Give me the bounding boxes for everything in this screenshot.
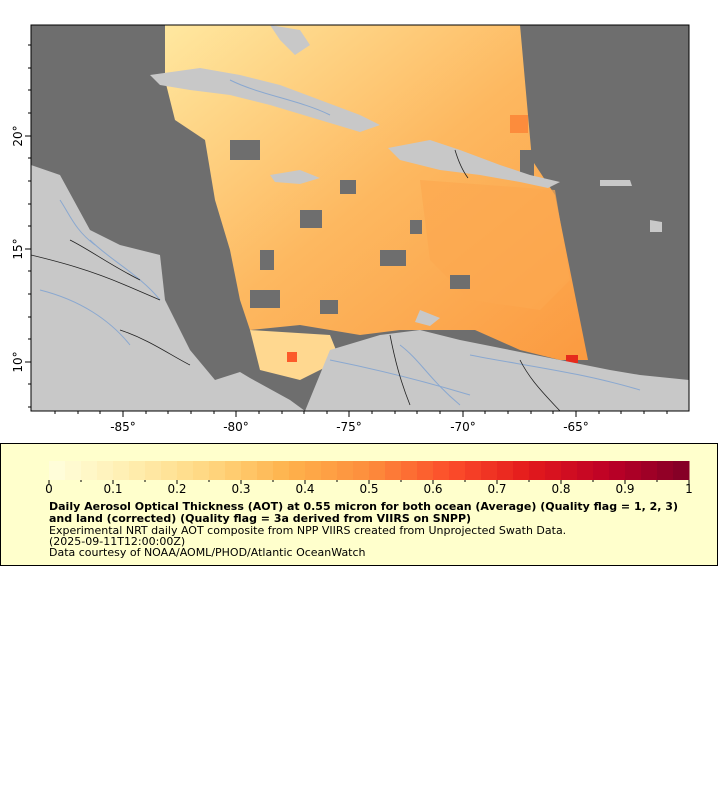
island-chain bbox=[650, 220, 662, 232]
colorbar-tick-label: 0.6 bbox=[423, 482, 442, 496]
colorbar-cell bbox=[609, 461, 626, 480]
colorbar-tick-label: 0.3 bbox=[231, 482, 250, 496]
aot-map: -85° -80° -75° -70° -65° 20° 15° 10° bbox=[11, 24, 690, 434]
lon-label-70: -70° bbox=[450, 420, 476, 434]
colorbar-cell bbox=[225, 461, 242, 480]
colorbar-cell bbox=[385, 461, 402, 480]
colorbar-cell bbox=[161, 461, 178, 480]
central-america bbox=[31, 165, 305, 411]
land-masses bbox=[31, 25, 689, 411]
cuba bbox=[150, 68, 380, 132]
rivers bbox=[39, 79, 641, 406]
colorbar-cell bbox=[417, 461, 434, 480]
legend-credit: Data courtesy of NOAA/AOML/PHOD/Atlantic… bbox=[49, 546, 366, 559]
colorbar-cell bbox=[641, 461, 658, 480]
colorbar: 0 0.1 0.2 0.3 0.4 0.5 0.6 0.7 0.8 0.9 1 bbox=[45, 461, 693, 496]
plot-frame bbox=[30, 24, 690, 412]
colorbar-tick-label: 0.1 bbox=[103, 482, 122, 496]
lat-label-20: 20° bbox=[11, 125, 25, 146]
legend-time: (2025-09-11T12:00:00Z) bbox=[49, 535, 186, 548]
colorbar-cell bbox=[337, 461, 354, 480]
lon-label-85: -85° bbox=[110, 420, 136, 434]
colorbar-cell bbox=[209, 461, 226, 480]
colorbar-cell bbox=[577, 461, 594, 480]
colorbar-cell bbox=[465, 461, 482, 480]
bahamas bbox=[270, 25, 310, 55]
hispaniola bbox=[388, 140, 560, 188]
colorbar-tick-label: 0.4 bbox=[295, 482, 314, 496]
lon-ticks bbox=[54, 411, 668, 417]
colorbar-tick-label: 0.9 bbox=[615, 482, 634, 496]
colorbar-cell bbox=[145, 461, 162, 480]
colorbar-cell bbox=[449, 461, 466, 480]
colorbar-cell bbox=[545, 461, 562, 480]
colorbar-cell bbox=[49, 461, 66, 480]
colorbar-cell bbox=[497, 461, 514, 480]
borders bbox=[31, 149, 561, 411]
colorbar-tick-label: 0.7 bbox=[487, 482, 506, 496]
colorbar-cell bbox=[177, 461, 194, 480]
legend-panel: 0 0.1 0.2 0.3 0.4 0.5 0.6 0.7 0.8 0.9 1 Daily Aero… bbox=[0, 443, 718, 566]
legend-title: Daily Aerosol Optical Thickness (AOT) at… bbox=[49, 500, 678, 525]
lat-label-15: 15° bbox=[11, 238, 25, 259]
colorbar-cell bbox=[97, 461, 114, 480]
nodata-holes bbox=[230, 140, 534, 314]
colorbar-cell bbox=[273, 461, 290, 480]
yucatan bbox=[31, 178, 60, 245]
colorbar-cell bbox=[129, 461, 146, 480]
colorbar-cell bbox=[673, 461, 690, 480]
colorbar-tick-label: 0.2 bbox=[167, 482, 186, 496]
colorbar-cell bbox=[321, 461, 338, 480]
colorbar-cell bbox=[81, 461, 98, 480]
colorbar-tick-label: 0.8 bbox=[551, 482, 570, 496]
colorbar-cell bbox=[241, 461, 258, 480]
colorbar-cell bbox=[401, 461, 418, 480]
colorbar-cell bbox=[65, 461, 82, 480]
colorbar-ticks bbox=[48, 480, 690, 484]
aruba-curacao bbox=[415, 310, 440, 326]
colorbar-cell bbox=[257, 461, 274, 480]
legend-subtitle: Experimental NRT daily AOT composite fro… bbox=[49, 524, 567, 537]
colorbar-cell bbox=[113, 461, 130, 480]
colorbar-cell bbox=[289, 461, 306, 480]
colorbar-cell bbox=[353, 461, 370, 480]
colorbar-cell bbox=[433, 461, 450, 480]
colorbar-cell bbox=[369, 461, 386, 480]
colorbar-cell bbox=[625, 461, 642, 480]
lat-label-10: 10° bbox=[11, 351, 25, 372]
lon-label-80: -80° bbox=[223, 420, 249, 434]
colorbar-cell bbox=[657, 461, 674, 480]
colorbar-cell bbox=[481, 461, 498, 480]
colorbar-tick-label: 0 bbox=[45, 482, 53, 496]
colorbar-cell bbox=[593, 461, 610, 480]
puerto-rico bbox=[600, 180, 632, 186]
colorbar-cell bbox=[529, 461, 546, 480]
south-america bbox=[305, 330, 689, 411]
colorbar-tick-label: 1 bbox=[685, 482, 693, 496]
colorbar-cell bbox=[513, 461, 530, 480]
jamaica bbox=[270, 170, 320, 184]
colorbar-cell bbox=[561, 461, 578, 480]
lon-label-65: -65° bbox=[563, 420, 589, 434]
colorbar-cell bbox=[193, 461, 210, 480]
lat-ticks bbox=[25, 44, 31, 408]
lon-label-75: -75° bbox=[336, 420, 362, 434]
colorbar-tick-label: 0.5 bbox=[359, 482, 378, 496]
colorbar-cells bbox=[49, 461, 690, 480]
colorbar-cell bbox=[305, 461, 322, 480]
